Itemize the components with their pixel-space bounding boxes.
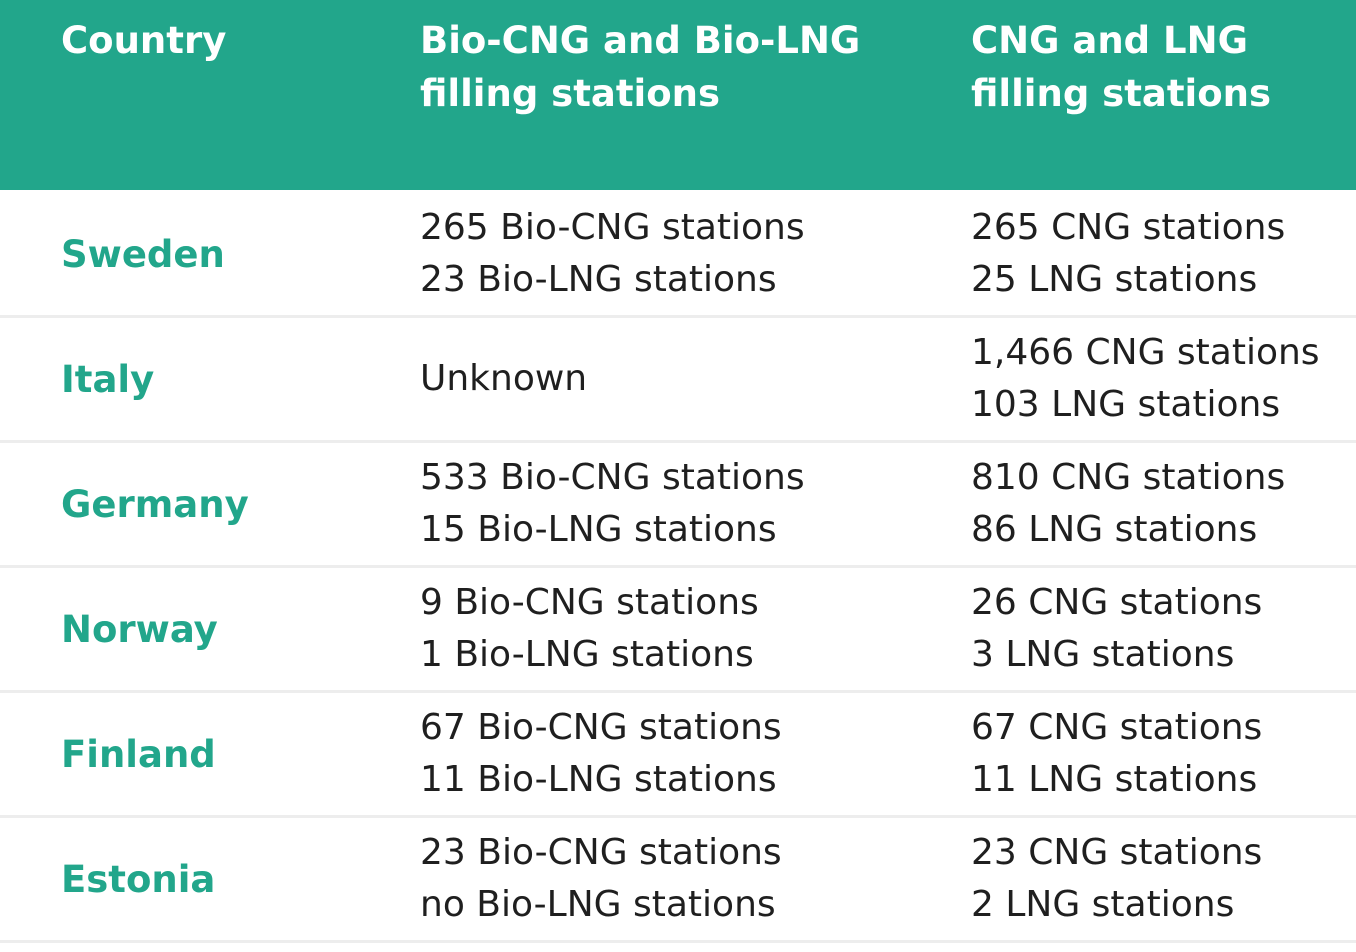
table-header: Country Bio-CNG and Bio-LNG filling stat… bbox=[0, 0, 1356, 190]
bio-cng-count: 23 Bio-CNG stations bbox=[420, 832, 782, 873]
table-row: Finland 67 Bio-CNG stations 11 Bio-LNG s… bbox=[0, 693, 1356, 818]
fossil-stations-cell: 1,466 CNG stations 103 LNG stations bbox=[971, 318, 1320, 440]
country-name: Sweden bbox=[61, 232, 225, 276]
cng-count: 265 CNG stations bbox=[971, 207, 1286, 248]
header-fossil-stations: CNG and LNG filling stations bbox=[971, 14, 1271, 120]
cng-count: 26 CNG stations bbox=[971, 582, 1263, 623]
bio-stations-cell: 9 Bio-CNG stations 1 Bio-LNG stations bbox=[420, 568, 759, 690]
country-name: Italy bbox=[61, 357, 155, 401]
lng-count: 3 LNG stations bbox=[971, 634, 1235, 675]
lng-count: 103 LNG stations bbox=[971, 384, 1281, 425]
bio-cng-count: 265 Bio-CNG stations bbox=[420, 207, 805, 248]
header-country-label: Country bbox=[61, 19, 227, 62]
header-bio-stations: Bio-CNG and Bio-LNG filling stations bbox=[420, 14, 860, 120]
table-row: Sweden 265 Bio-CNG stations 23 Bio-LNG s… bbox=[0, 193, 1356, 318]
header-fossil-line2: filling stations bbox=[971, 72, 1272, 115]
fossil-stations-cell: 26 CNG stations 3 LNG stations bbox=[971, 568, 1262, 690]
bio-stations-cell: 533 Bio-CNG stations 15 Bio-LNG stations bbox=[420, 443, 805, 565]
bio-stations-cell: Unknown bbox=[420, 318, 587, 440]
bio-lng-count: 15 Bio-LNG stations bbox=[420, 509, 777, 550]
table-row: Norway 9 Bio-CNG stations 1 Bio-LNG stat… bbox=[0, 568, 1356, 693]
bio-unknown: Unknown bbox=[420, 358, 588, 399]
cng-count: 810 CNG stations bbox=[971, 457, 1286, 498]
table-row: Estonia 23 Bio-CNG stations no Bio-LNG s… bbox=[0, 818, 1356, 943]
bio-cng-count: 9 Bio-CNG stations bbox=[420, 582, 759, 623]
bio-cng-count: 533 Bio-CNG stations bbox=[420, 457, 805, 498]
header-bio-line1: Bio-CNG and Bio-LNG bbox=[420, 19, 861, 62]
cng-count: 67 CNG stations bbox=[971, 707, 1263, 748]
bio-stations-cell: 265 Bio-CNG stations 23 Bio-LNG stations bbox=[420, 193, 805, 315]
country-name: Norway bbox=[61, 607, 218, 651]
fossil-stations-cell: 67 CNG stations 11 LNG stations bbox=[971, 693, 1262, 815]
lng-count: 25 LNG stations bbox=[971, 259, 1258, 300]
bio-stations-cell: 23 Bio-CNG stations no Bio-LNG stations bbox=[420, 818, 782, 940]
lng-count: 2 LNG stations bbox=[971, 884, 1235, 925]
header-bio-line2: filling stations bbox=[420, 72, 721, 115]
table-row: Germany 533 Bio-CNG stations 15 Bio-LNG … bbox=[0, 443, 1356, 568]
bio-lng-count: 11 Bio-LNG stations bbox=[420, 759, 777, 800]
fossil-stations-cell: 810 CNG stations 86 LNG stations bbox=[971, 443, 1285, 565]
lng-count: 11 LNG stations bbox=[971, 759, 1258, 800]
bio-lng-count: 23 Bio-LNG stations bbox=[420, 259, 777, 300]
header-fossil-line1: CNG and LNG bbox=[971, 19, 1248, 62]
cng-count: 1,466 CNG stations bbox=[971, 332, 1320, 373]
bio-lng-count: 1 Bio-LNG stations bbox=[420, 634, 754, 675]
country-name: Estonia bbox=[61, 857, 216, 901]
header-country: Country bbox=[61, 14, 226, 67]
country-name: Germany bbox=[61, 482, 249, 526]
cng-count: 23 CNG stations bbox=[971, 832, 1263, 873]
lng-count: 86 LNG stations bbox=[971, 509, 1258, 550]
bio-stations-cell: 67 Bio-CNG stations 11 Bio-LNG stations bbox=[420, 693, 782, 815]
bio-cng-count: 67 Bio-CNG stations bbox=[420, 707, 782, 748]
fossil-stations-cell: 265 CNG stations 25 LNG stations bbox=[971, 193, 1285, 315]
bio-lng-count: no Bio-LNG stations bbox=[420, 884, 776, 925]
fossil-stations-cell: 23 CNG stations 2 LNG stations bbox=[971, 818, 1262, 940]
table-row: Italy Unknown 1,466 CNG stations 103 LNG… bbox=[0, 318, 1356, 443]
country-name: Finland bbox=[61, 732, 216, 776]
